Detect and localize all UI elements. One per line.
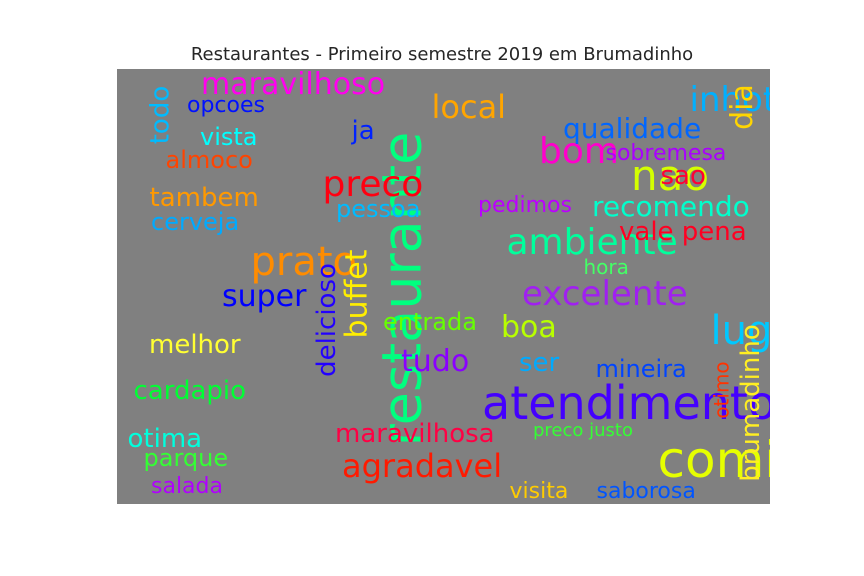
word-pedimos: pedimos [478,193,572,218]
word-tambem: tambem [149,183,259,213]
word-super: super [222,279,307,314]
word-sao: sao [660,161,706,191]
word-sobremesa: sobremesa [605,141,727,166]
word-comida: comida [657,431,771,489]
word-buffet: buffet [338,249,374,339]
word-ambiente: ambiente [506,222,678,263]
word-cardapio: cardapio [133,376,247,406]
word-melhor: melhor [149,330,241,360]
word-vista: vista [200,123,258,151]
chart-title: Restaurantes - Primeiro semestre 2019 em… [190,44,694,65]
word-hora: hora [583,255,629,279]
word-maravilhosa: maravilhosa [335,419,495,449]
word-entrada: entrada [383,308,477,336]
word-otimo: otimo [709,361,734,419]
word-qualidade: qualidade [563,112,702,145]
word-recomendo: recomendo [592,190,750,223]
word-brumadinho: brumadinho [735,324,766,482]
word-todo: todo [144,85,175,145]
word-tudo: tudo [401,344,470,379]
word-ser: ser [519,348,560,378]
word-nao: nao [631,151,710,200]
word-opcoes: opcoes [187,93,265,118]
word-bom: bom [539,131,619,172]
word-inhotim: inhotim [689,80,771,120]
word-parque: parque [143,444,229,472]
word-saborosa: saborosa [596,479,696,504]
word-mineira: mineira [595,355,687,383]
word-delicioso: delicioso [311,263,342,377]
word-preco: preco [322,164,424,205]
word-lugar: lugar [710,308,771,354]
word-local: local [431,88,507,126]
word-maravilhoso: maravilhoso [201,69,386,102]
word-salada: salada [151,474,223,499]
word-vale-pena: vale pena [619,217,747,247]
word-cerveja: cerveja [151,208,240,236]
word-preco-justo: preco justo [533,420,633,441]
word-otima: otima [127,424,203,454]
word-agradavel: agradavel [342,447,503,485]
word-dia: dia [724,84,760,130]
word-boa: boa [501,310,557,345]
word-excelente: excelente [522,274,688,314]
word-ja: ja [351,116,375,146]
word-prato: prato [250,239,358,285]
word-almoco: almoco [165,146,253,174]
word-pessoa: pessoa [336,195,421,223]
word-atendimento: atendimento [482,376,770,430]
word-cloud: restaurantecomidaatendimentobemnaopratol… [117,69,770,504]
word-visita: visita [509,479,569,504]
